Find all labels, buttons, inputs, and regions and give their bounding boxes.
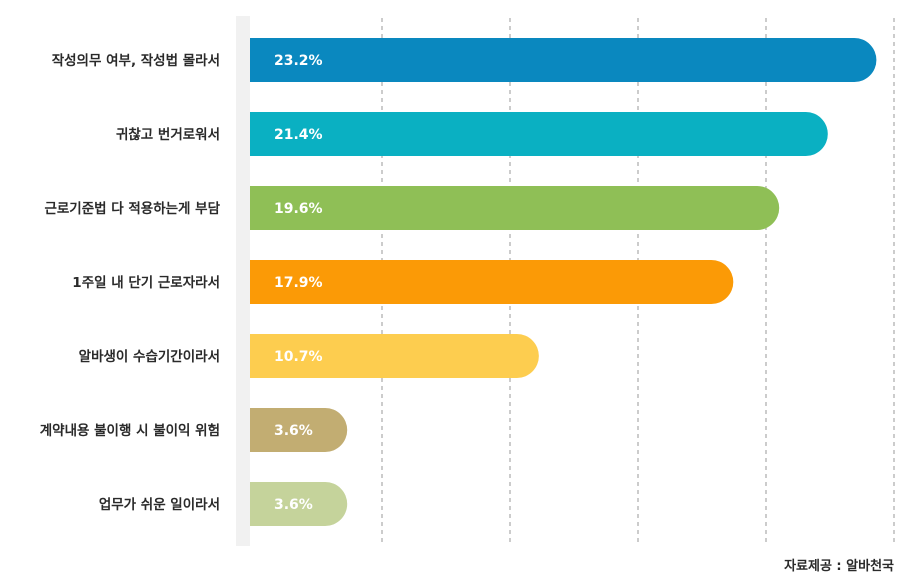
value-labels: 23.2% 21.4% 19.6% 17.9% 10.7% 3.6% 3.6%	[274, 53, 323, 513]
bar-value-label: 10.7%	[274, 349, 323, 365]
category-label: 알바생이 수습기간이라서	[79, 348, 220, 365]
source-credit: 자료제공 : 알바천국	[784, 559, 894, 574]
bars	[250, 38, 877, 526]
bar-value-label: 3.6%	[274, 423, 313, 439]
bar	[250, 112, 828, 156]
category-label: 업무가 쉬운 일이라서	[99, 496, 220, 513]
bar	[250, 186, 780, 230]
bar-value-label: 21.4%	[274, 127, 323, 143]
bar-value-label: 23.2%	[274, 53, 323, 69]
bar-value-label: 17.9%	[274, 275, 323, 291]
bar-value-label: 19.6%	[274, 201, 323, 217]
bar	[250, 334, 539, 378]
category-label: 작성의무 여부, 작성법 몰라서	[52, 52, 220, 69]
category-label: 계약내용 불이행 시 불이익 위험	[40, 422, 220, 439]
bar	[250, 482, 348, 526]
category-label: 근로기준법 다 적용하는게 부담	[44, 200, 220, 217]
bar-value-label: 3.6%	[274, 497, 313, 513]
axis-bar	[236, 16, 250, 546]
category-label: 1주일 내 단기 근로자라서	[72, 274, 220, 291]
category-label: 귀찮고 번거로워서	[116, 126, 220, 143]
bar	[250, 38, 877, 82]
bar	[250, 260, 734, 304]
bar	[250, 408, 348, 452]
